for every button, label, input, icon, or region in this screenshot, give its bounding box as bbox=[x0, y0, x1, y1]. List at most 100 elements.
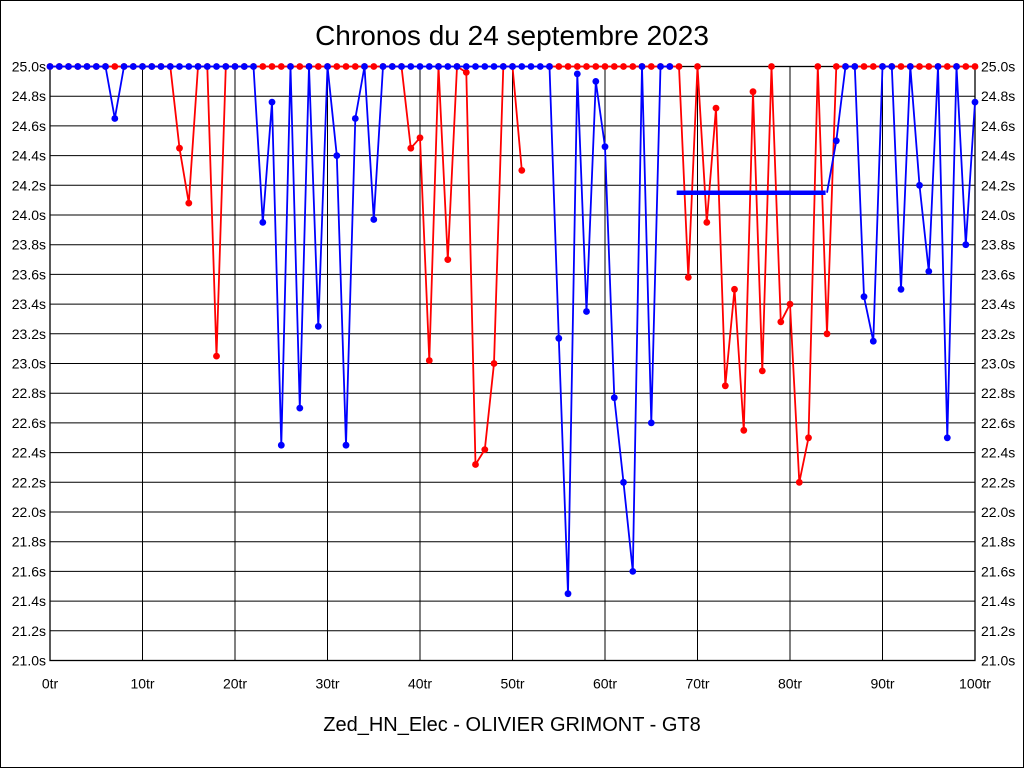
x-axis-label: 0tr bbox=[42, 676, 59, 692]
blue-series-point bbox=[296, 404, 304, 412]
red-series-point bbox=[573, 63, 581, 70]
y-axis-label-right: 22.2s bbox=[981, 474, 1015, 490]
x-axis-label: 30tr bbox=[315, 676, 339, 692]
blue-series-point bbox=[250, 63, 257, 70]
blue-series-point bbox=[203, 63, 211, 70]
blue-series-line bbox=[826, 65, 976, 439]
axis-labels-group: 25.0s 25.0s 24.8s 24.8s 24.6s 24.6s 24.4s 24.4s… bbox=[12, 59, 1016, 692]
red-series-point bbox=[583, 63, 590, 70]
red-series-point bbox=[213, 352, 220, 360]
red-series-point bbox=[768, 63, 775, 70]
y-axis-label-right: 22.8s bbox=[981, 385, 1015, 401]
red-series-point bbox=[786, 300, 794, 308]
y-axis-label-right: 22.0s bbox=[981, 504, 1015, 520]
y-axis-label-right: 21.8s bbox=[981, 534, 1015, 550]
blue-series-point bbox=[842, 63, 849, 70]
blue-series-point bbox=[55, 63, 63, 70]
blue-series-point bbox=[906, 63, 914, 70]
blue-series-point bbox=[111, 115, 119, 122]
blue-series-point bbox=[268, 98, 276, 106]
blue-series-point bbox=[166, 63, 174, 70]
y-axis-label-right: 24.0s bbox=[981, 207, 1015, 223]
blue-series-point bbox=[444, 63, 452, 70]
red-series-point bbox=[407, 144, 415, 152]
blue-series-point bbox=[934, 63, 942, 70]
red-series-point bbox=[296, 63, 304, 70]
y-axis-label-left: 23.0s bbox=[12, 356, 46, 372]
red-series-point bbox=[897, 63, 905, 70]
blue-series-point bbox=[509, 63, 516, 70]
blue-series-point bbox=[499, 63, 507, 70]
red-series-point bbox=[314, 63, 322, 70]
red-series-point bbox=[629, 63, 637, 70]
blue-series-point bbox=[65, 63, 72, 70]
red-series-point bbox=[962, 63, 970, 70]
x-axis-label: 40tr bbox=[408, 676, 432, 692]
blue-series-point bbox=[629, 568, 637, 575]
blue-series-point bbox=[564, 590, 572, 598]
y-axis-label-left: 22.6s bbox=[12, 415, 46, 431]
y-axis-label-right: 24.4s bbox=[981, 148, 1015, 164]
blue-series-point bbox=[333, 152, 341, 160]
y-axis-label-right: 21.2s bbox=[981, 623, 1015, 639]
red-series-point bbox=[620, 63, 627, 70]
y-axis-label-right: 23.8s bbox=[981, 237, 1015, 253]
red-series-point bbox=[758, 367, 766, 375]
y-axis-label-right: 24.8s bbox=[981, 88, 1015, 104]
blue-series-point bbox=[46, 63, 54, 70]
red-series-point bbox=[694, 63, 701, 70]
blue-series-point bbox=[462, 63, 470, 70]
red-series-point bbox=[370, 63, 378, 70]
y-axis-label-left: 22.0s bbox=[12, 504, 46, 520]
blue-series-point bbox=[120, 63, 128, 70]
y-axis-label-right: 21.0s bbox=[981, 653, 1015, 669]
y-axis-label-left: 21.6s bbox=[12, 563, 46, 579]
blue-series-point bbox=[435, 63, 442, 70]
blue-series-point bbox=[971, 98, 979, 106]
blue-series-point bbox=[610, 394, 618, 402]
blue-series-point bbox=[102, 63, 109, 70]
blue-series-point bbox=[490, 63, 498, 70]
red-series-point bbox=[684, 274, 692, 281]
red-series-point bbox=[814, 63, 822, 70]
blue-series-point bbox=[620, 478, 627, 486]
blue-series-point bbox=[324, 63, 331, 70]
blue-series-point bbox=[425, 63, 433, 70]
blue-series-point bbox=[472, 63, 479, 70]
red-series-point bbox=[601, 63, 609, 70]
blue-series-point bbox=[879, 63, 886, 70]
red-series-point bbox=[916, 63, 923, 70]
blue-series-point bbox=[305, 63, 313, 70]
y-axis-label-left: 25.0s bbox=[12, 59, 46, 75]
blue-series-point bbox=[370, 216, 378, 223]
blue-series-point bbox=[213, 63, 220, 70]
blue-series-point bbox=[916, 181, 923, 189]
blue-series-point bbox=[314, 323, 322, 330]
blue-series-point bbox=[277, 441, 285, 449]
blue-series-point bbox=[342, 441, 350, 449]
y-axis-label-right: 25.0s bbox=[981, 59, 1015, 75]
y-axis-label-left: 23.8s bbox=[12, 237, 46, 253]
blue-series-point bbox=[638, 63, 646, 70]
x-axis-label: 100tr bbox=[959, 676, 991, 692]
red-series-point bbox=[731, 285, 738, 293]
blue-series-point bbox=[666, 63, 674, 70]
red-series-point bbox=[712, 104, 720, 112]
chart-subtitle: Zed_HN_Elec - OLIVIER GRIMONT - GT8 bbox=[323, 714, 701, 736]
y-axis-label-right: 22.4s bbox=[981, 445, 1015, 461]
x-axis-label: 50tr bbox=[500, 676, 524, 692]
red-series-point bbox=[111, 63, 119, 70]
y-axis-label-right: 23.4s bbox=[981, 296, 1015, 312]
red-series-point bbox=[342, 63, 350, 70]
blue-series-point bbox=[407, 63, 415, 70]
y-axis-label-right: 24.2s bbox=[981, 177, 1015, 193]
y-axis-label-left: 21.0s bbox=[12, 653, 46, 669]
blue-series-point bbox=[897, 285, 905, 293]
red-series-point bbox=[703, 219, 711, 226]
y-axis-label-right: 23.2s bbox=[981, 326, 1015, 342]
x-axis-label: 10tr bbox=[130, 676, 154, 692]
x-axis-label: 60tr bbox=[593, 676, 617, 692]
blue-series-point bbox=[259, 219, 267, 226]
blue-series-point bbox=[860, 293, 868, 301]
red-series-point bbox=[185, 199, 193, 207]
